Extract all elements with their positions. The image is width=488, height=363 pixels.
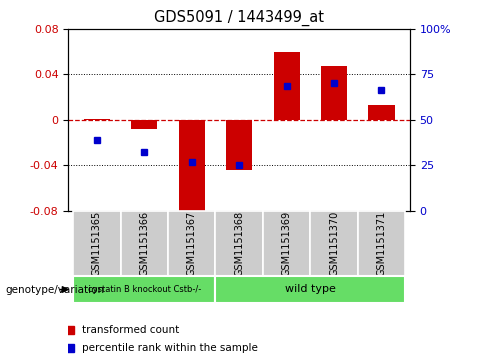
Text: GSM1151367: GSM1151367 xyxy=(187,211,197,276)
Text: GSM1151366: GSM1151366 xyxy=(139,211,149,276)
Bar xyxy=(131,120,157,129)
Bar xyxy=(73,276,215,303)
Text: GSM1151365: GSM1151365 xyxy=(92,211,102,276)
Text: cystatin B knockout Cstb-/-: cystatin B knockout Cstb-/- xyxy=(88,285,201,294)
Text: GSM1151368: GSM1151368 xyxy=(234,211,244,276)
Bar xyxy=(321,66,347,120)
Text: GSM1151371: GSM1151371 xyxy=(376,211,386,276)
Bar xyxy=(215,211,263,276)
Text: transformed count: transformed count xyxy=(82,325,179,335)
Bar xyxy=(168,211,215,276)
Bar xyxy=(358,211,405,276)
Bar xyxy=(84,119,110,120)
Text: wild type: wild type xyxy=(285,285,336,294)
Text: genotype/variation: genotype/variation xyxy=(5,285,104,295)
Bar xyxy=(273,52,300,120)
Title: GDS5091 / 1443499_at: GDS5091 / 1443499_at xyxy=(154,10,324,26)
Bar xyxy=(368,105,394,120)
Bar xyxy=(121,211,168,276)
Bar xyxy=(263,211,310,276)
Bar xyxy=(226,120,252,170)
Bar xyxy=(73,211,121,276)
Text: GSM1151370: GSM1151370 xyxy=(329,211,339,276)
Bar xyxy=(179,120,205,216)
Bar xyxy=(310,211,358,276)
Text: GSM1151369: GSM1151369 xyxy=(282,211,291,276)
Bar xyxy=(215,276,405,303)
Text: percentile rank within the sample: percentile rank within the sample xyxy=(82,343,258,353)
